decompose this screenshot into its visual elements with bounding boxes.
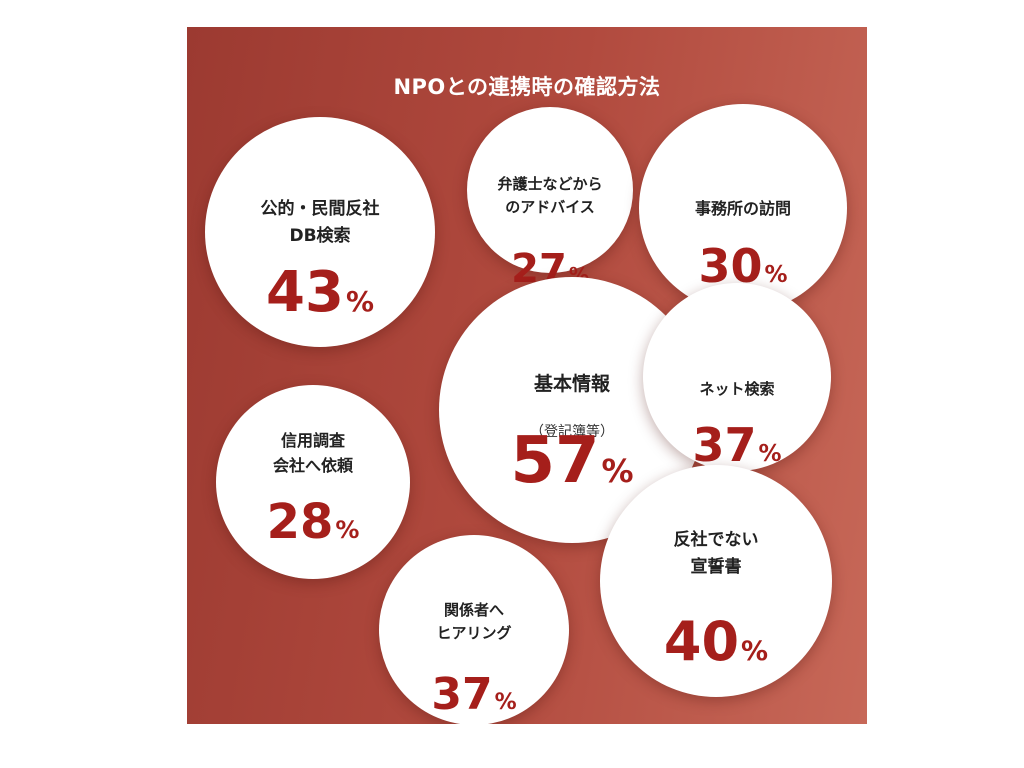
value-unit: %: [741, 635, 769, 667]
value-unit: %: [758, 441, 782, 468]
value-number: 37: [692, 418, 757, 473]
bubble-value: 37%: [379, 669, 569, 720]
bubble-label: 信用調査 会社へ依頼: [272, 431, 353, 476]
bubble-label: 事務所の訪問: [694, 199, 791, 219]
value-unit: %: [345, 285, 374, 319]
value-unit: %: [764, 262, 788, 289]
bubble-value: 28%: [216, 494, 410, 550]
bubble-2: 弁護士などから のアドバイス 27%: [467, 107, 633, 292]
value-unit: %: [601, 451, 634, 490]
bubble-label: 関係者へ ヒアリング: [436, 600, 512, 642]
bubble-8: 関係者へ ヒアリング 37%: [379, 535, 569, 724]
value-unit: %: [335, 516, 360, 545]
bubble-label: 反社でない 宣誓書: [673, 530, 759, 577]
value-number: 37: [431, 668, 493, 720]
bubble-value: 57%: [439, 424, 705, 498]
bubble-sublabel: （登記簿等）: [530, 424, 614, 440]
bubble-6: 信用調査 会社へ依頼 28%: [216, 385, 410, 579]
chart-panel: NPOとの連携時の確認方法 公的・民間反社 DB検索 43% 弁護士などから のアド…: [187, 27, 867, 724]
value-number: 43: [266, 260, 344, 326]
bubble-3: 事務所の訪問 30%: [639, 104, 847, 312]
bubble-7: 反社でない 宣誓書 40%: [600, 465, 832, 697]
bubble-value: 37%: [643, 418, 831, 472]
bubble-label: 公的・民間反社 DB検索: [260, 199, 380, 246]
value-unit: %: [494, 689, 517, 715]
value-number: 57: [510, 423, 600, 498]
value-number: 28: [266, 494, 334, 551]
bubble-value: 43%: [205, 260, 435, 325]
chart-title: NPOとの連携時の確認方法: [393, 75, 661, 99]
bubble-label: ネット検索: [699, 379, 775, 398]
bubble-5: ネット検索 37%: [643, 283, 831, 472]
bubble-label: 基本情報: [533, 372, 610, 395]
value-number: 40: [663, 609, 740, 673]
bubble-value: 40%: [600, 610, 832, 673]
bubble-label: 弁護士などから のアドバイス: [497, 174, 603, 216]
bubble-1: 公的・民間反社 DB検索 43%: [205, 117, 435, 347]
